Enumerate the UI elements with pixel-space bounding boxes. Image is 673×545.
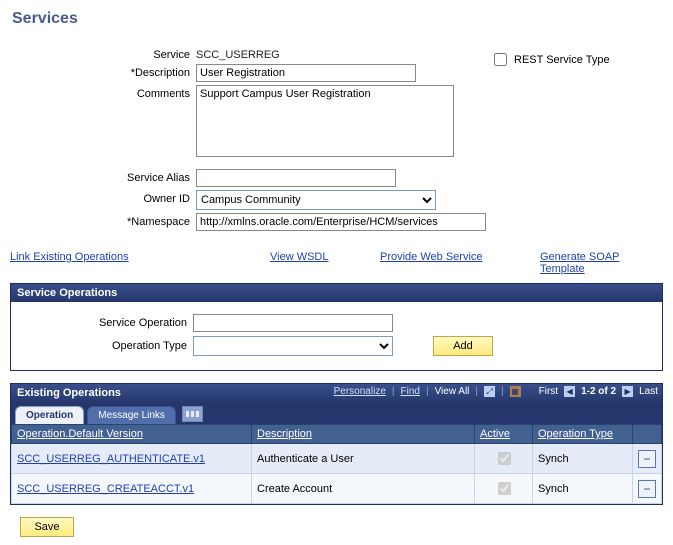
operation-type-label: Operation Type [17, 340, 193, 352]
service-operation-input[interactable] [193, 314, 393, 332]
row-description: Authenticate a User [252, 444, 475, 474]
description-label: Description [30, 64, 196, 79]
namespace-label: Namespace [30, 213, 196, 228]
grid-prev-icon[interactable]: ◀ [564, 386, 575, 397]
grid-navbar: Existing Operations Personalize | Find |… [11, 384, 662, 404]
service-label: Service [30, 46, 196, 61]
col-active[interactable]: Active [475, 425, 533, 444]
grid-first[interactable]: First [539, 386, 558, 397]
grid-download-icon[interactable]: ▦ [510, 386, 521, 397]
show-all-columns-icon[interactable] [182, 406, 203, 422]
operation-type-select[interactable] [193, 336, 393, 356]
add-button[interactable]: Add [433, 336, 493, 356]
grid-view-all[interactable]: View All [435, 386, 470, 397]
grid-last[interactable]: Last [639, 386, 658, 397]
rest-service-type-block: REST Service Type [490, 50, 610, 69]
operation-link[interactable]: SCC_USERREG_CREATEACCT.v1 [17, 483, 194, 495]
grid-tabs: Operation Message Links [11, 404, 662, 424]
grid-range: 1-2 of 2 [581, 386, 616, 397]
rest-service-type-label: REST Service Type [514, 54, 610, 66]
service-operations-header: Service Operations [11, 284, 662, 302]
row-active-checkbox [498, 482, 511, 495]
service-form: Service SCC_USERREG Description Comments… [30, 46, 663, 231]
comments-textarea[interactable] [196, 85, 454, 157]
namespace-input[interactable] [196, 213, 486, 231]
col-actions [633, 425, 662, 444]
rest-service-type-checkbox[interactable] [494, 53, 507, 66]
save-button[interactable]: Save [20, 517, 74, 537]
grid-next-icon[interactable]: ▶ [622, 386, 633, 397]
existing-operations-grid: Existing Operations Personalize | Find |… [10, 383, 663, 505]
col-description[interactable]: Description [252, 425, 475, 444]
delete-row-button[interactable]: − [638, 480, 656, 498]
service-operation-label: Service Operation [17, 317, 193, 329]
table-row: SCC_USERREG_AUTHENTICATE.v1 Authenticate… [12, 444, 662, 474]
grid-zoom-icon[interactable]: ⤢ [484, 386, 495, 397]
row-operation-type: Synch [533, 474, 633, 504]
generate-soap-template-link[interactable]: Generate SOAP Template [540, 251, 620, 275]
grid-table: Operation.Default Version Description Ac… [11, 424, 662, 504]
page-title: Services [12, 10, 663, 28]
grid-find-link[interactable]: Find [401, 386, 420, 397]
col-operation-type[interactable]: Operation Type [533, 425, 633, 444]
service-operations-groupbox: Service Operations Service Operation Ope… [10, 283, 663, 371]
col-operation-default-version[interactable]: Operation.Default Version [12, 425, 252, 444]
tab-message-links[interactable]: Message Links [87, 406, 176, 424]
row-active-checkbox [498, 452, 511, 465]
service-alias-label: Service Alias [30, 169, 196, 184]
table-row: SCC_USERREG_CREATEACCT.v1 Create Account… [12, 474, 662, 504]
provide-web-service-link[interactable]: Provide Web Service [380, 251, 483, 263]
service-value: SCC_USERREG [196, 46, 280, 61]
action-links-row: Link Existing Operations View WSDL Provi… [10, 251, 663, 275]
view-wsdl-link[interactable]: View WSDL [270, 251, 328, 263]
tab-operation[interactable]: Operation [15, 406, 84, 424]
description-input[interactable] [196, 64, 416, 82]
grid-personalize-link[interactable]: Personalize [334, 386, 386, 397]
row-description: Create Account [252, 474, 475, 504]
row-operation-type: Synch [533, 444, 633, 474]
owner-id-label: Owner ID [30, 190, 196, 205]
link-existing-operations[interactable]: Link Existing Operations [10, 251, 129, 263]
operation-link[interactable]: SCC_USERREG_AUTHENTICATE.v1 [17, 453, 205, 465]
owner-id-select[interactable]: Campus Community [196, 190, 436, 210]
service-alias-input[interactable] [196, 169, 396, 187]
grid-title: Existing Operations [11, 384, 127, 402]
comments-label: Comments [30, 85, 196, 100]
delete-row-button[interactable]: − [638, 450, 656, 468]
